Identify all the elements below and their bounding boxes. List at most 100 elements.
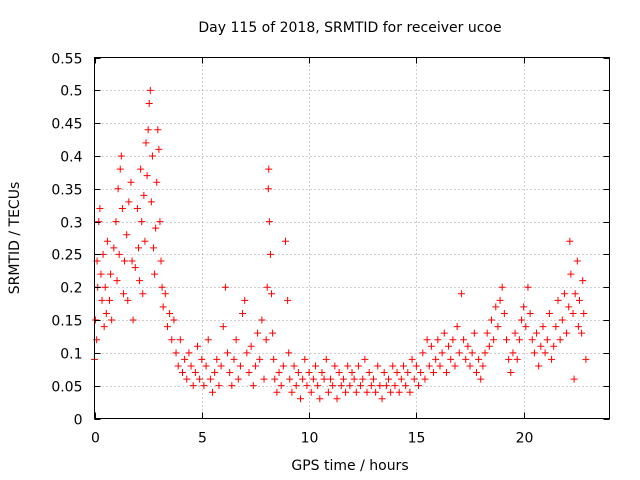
data-point xyxy=(462,355,470,363)
data-point xyxy=(273,388,281,396)
axis-ticks xyxy=(94,57,610,420)
data-point xyxy=(277,382,285,390)
data-point xyxy=(425,362,433,370)
data-point xyxy=(579,277,587,285)
data-point xyxy=(148,152,156,160)
data-point xyxy=(545,309,553,317)
data-point xyxy=(102,309,110,317)
data-point xyxy=(303,382,311,390)
data-point xyxy=(550,342,558,350)
data-point xyxy=(376,382,384,390)
data-point xyxy=(449,336,457,344)
data-point xyxy=(241,296,249,304)
data-point xyxy=(245,369,253,377)
data-point xyxy=(299,375,307,383)
data-point xyxy=(286,375,294,383)
data-point xyxy=(194,342,201,350)
data-point xyxy=(354,362,362,370)
data-point xyxy=(498,283,506,291)
data-point xyxy=(415,382,423,390)
data-point xyxy=(143,172,151,180)
data-point xyxy=(269,329,277,337)
data-point xyxy=(410,375,418,383)
data-point xyxy=(221,283,229,291)
data-point xyxy=(374,362,382,370)
data-point xyxy=(121,257,129,265)
data-point xyxy=(99,250,107,258)
y-tick-label: 0.45 xyxy=(51,117,82,133)
data-point xyxy=(136,277,144,285)
data-point xyxy=(185,349,193,357)
data-point xyxy=(138,218,146,226)
data-point xyxy=(344,362,352,370)
data-point xyxy=(558,316,566,324)
data-point xyxy=(297,395,304,403)
data-point xyxy=(96,204,104,212)
data-point xyxy=(391,382,399,390)
data-point xyxy=(384,375,392,383)
data-point xyxy=(387,388,395,396)
data-point xyxy=(183,375,191,383)
data-point xyxy=(301,355,309,363)
data-point xyxy=(575,296,583,304)
data-point xyxy=(103,237,111,245)
data-point xyxy=(440,329,448,337)
data-point xyxy=(361,355,369,363)
data-point xyxy=(98,296,106,304)
data-point xyxy=(348,369,356,377)
data-point xyxy=(560,290,568,298)
data-point xyxy=(509,349,517,357)
data-point xyxy=(389,362,397,370)
data-point xyxy=(485,342,493,350)
data-point xyxy=(137,165,145,173)
data-point xyxy=(324,388,332,396)
data-point xyxy=(548,355,556,363)
data-point xyxy=(487,316,495,324)
data-point xyxy=(565,303,573,311)
data-point xyxy=(154,126,162,134)
data-point xyxy=(155,145,163,153)
data-point xyxy=(265,165,273,173)
data-point xyxy=(526,309,534,317)
data-point xyxy=(445,342,453,350)
data-point xyxy=(363,388,371,396)
data-point xyxy=(128,257,136,265)
data-point xyxy=(533,329,541,337)
data-point xyxy=(290,362,298,370)
data-point xyxy=(477,375,485,383)
data-point xyxy=(406,388,414,396)
data-point xyxy=(434,336,442,344)
data-point xyxy=(570,375,578,383)
data-point xyxy=(127,178,135,186)
data-point xyxy=(580,309,588,317)
data-point xyxy=(140,191,148,199)
data-point xyxy=(191,369,199,377)
data-point xyxy=(281,237,289,245)
data-point xyxy=(397,375,405,383)
data-point xyxy=(468,349,476,357)
data-point xyxy=(357,382,365,390)
data-point xyxy=(260,375,268,383)
data-point xyxy=(481,349,489,357)
data-point xyxy=(202,362,210,370)
data-point xyxy=(198,355,206,363)
y-tick-label: 0.05 xyxy=(51,380,82,396)
data-point xyxy=(292,382,300,390)
data-point xyxy=(460,336,468,344)
data-point xyxy=(327,375,335,383)
data-point xyxy=(483,329,491,337)
data-point xyxy=(285,349,293,357)
data-point xyxy=(271,375,279,383)
data-point xyxy=(196,375,204,383)
data-point xyxy=(479,362,487,370)
y-tick-label: 0.25 xyxy=(51,248,82,264)
data-point xyxy=(170,316,178,324)
x-tick-label: 5 xyxy=(198,431,207,447)
data-point xyxy=(554,296,562,304)
data-point xyxy=(367,382,375,390)
data-point xyxy=(146,86,154,94)
data-point xyxy=(470,329,478,337)
plot-frame xyxy=(94,57,610,419)
data-point xyxy=(119,290,127,298)
data-point xyxy=(520,303,528,311)
